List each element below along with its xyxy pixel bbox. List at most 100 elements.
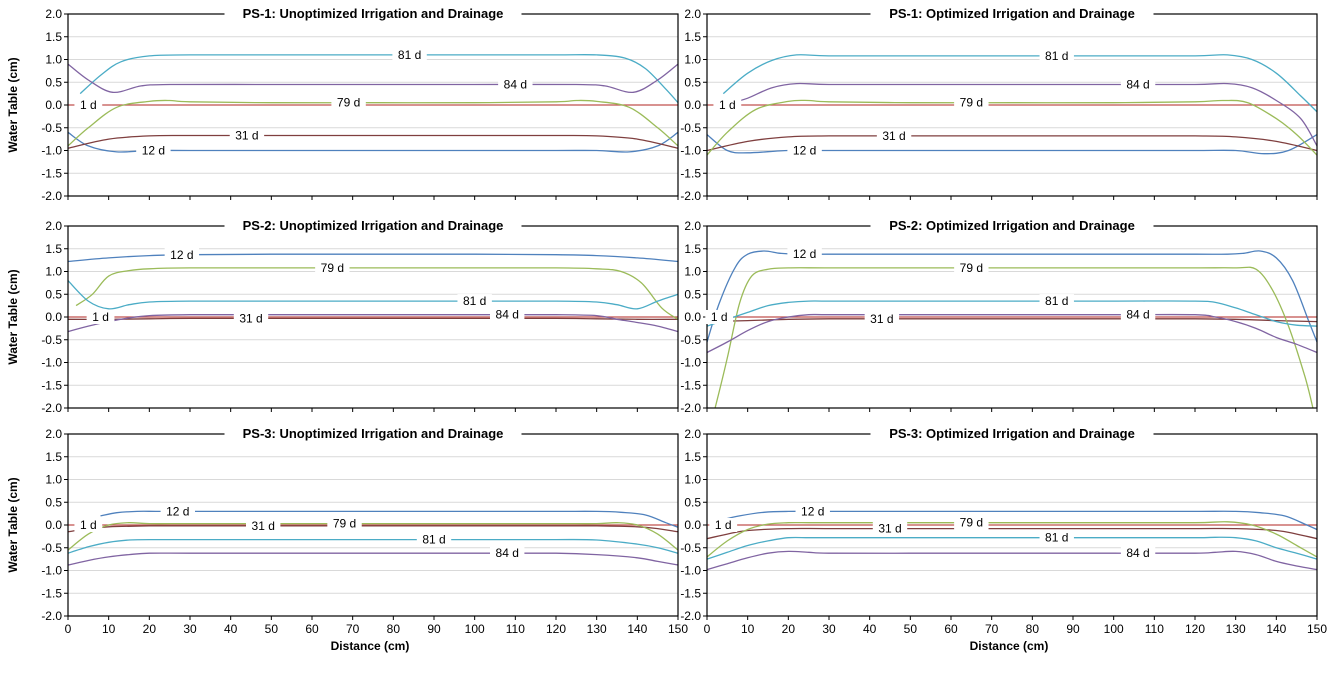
y-tick-label: -0.5 [680,121,701,135]
x-tick-label: 140 [627,622,647,636]
series-label-bg [1039,294,1074,309]
series-label-bg [713,98,742,112]
series-line-79d [67,522,679,551]
series-line-31d [67,134,679,149]
y-tick-label: 0.5 [684,287,701,301]
y-tick-label: -1.5 [41,378,62,392]
x-tick-label: 140 [1266,622,1286,636]
y-tick-label: 1.5 [45,450,62,464]
y-tick-label: 2.0 [684,427,701,441]
chart-panel-4: -2.0 -1.5 -1.0 -0.5 0.0 0.5 1.0 1.5 2.0 1 d 12 d 31… [680,217,1318,415]
y-tick-label: 1.5 [684,242,701,256]
series-line-12d [719,510,1318,531]
y-axis-label: Water Table (cm) [6,269,20,364]
series-label-79d: 79 d [337,96,360,110]
y-tick-label: 1.0 [684,53,701,67]
series-label-79d: 79 d [321,261,344,275]
y-tick-label: -1.0 [41,356,62,370]
chart-title: PS-1: Optimized Irrigation and Drainage [889,6,1135,21]
chart-title: PS-3: Optimized Irrigation and Drainage [889,426,1135,441]
series-line-81d [79,54,679,104]
series-line-31d [706,135,1318,152]
series-label-12d: 12 d [793,144,816,158]
series-label-1d: 1 d [80,98,97,112]
series-label-31d: 31 d [882,129,905,143]
x-tick-label: 110 [1145,622,1164,636]
x-axis-label: Distance (cm) [970,639,1049,653]
x-tick-label: 120 [546,622,566,636]
y-tick-label: 0.5 [45,75,62,89]
series-line-84d [727,82,1318,147]
series-label-81d: 81 d [398,48,421,62]
x-tick-label: 110 [506,622,525,636]
series-label-bg [229,128,265,143]
series-line-84d [706,550,1318,571]
y-tick-label: 0.0 [684,98,701,112]
series-label-bg [795,504,830,519]
series-line-79d [75,267,679,320]
y-tick-label: -0.5 [680,333,701,347]
x-tick-label: 80 [1026,622,1040,636]
x-tick-label: 10 [741,622,755,636]
series-label-81d: 81 d [463,294,486,308]
y-tick-label: 0.0 [45,310,62,324]
y-tick-label: 0.5 [684,495,701,509]
series-label-1d: 1 d [80,518,97,532]
chart-title: PS-1: Unoptimized Irrigation and Drainag… [243,6,504,21]
y-tick-label: 0.5 [45,287,62,301]
chart-title: PS-2: Unoptimized Irrigation and Drainag… [243,218,504,233]
y-tick-label: 1.5 [45,30,62,44]
series-label-31d: 31 d [235,128,258,142]
series-label-31d: 31 d [252,519,275,533]
y-tick-label: -0.5 [680,541,701,555]
series-label-bg [164,247,200,262]
series-label-bg [954,515,989,530]
series-label-bg [1039,530,1074,545]
series-label-84d: 84 d [1126,546,1149,560]
series-label-84d: 84 d [496,546,519,560]
series-label-bg [1120,307,1156,322]
series-label-bg [872,521,908,536]
series-label-81d: 81 d [1045,531,1068,545]
y-tick-label: 1.0 [45,473,62,487]
series-label-bg [136,143,171,158]
x-tick-label: 20 [782,622,796,636]
series-label-bg [457,294,492,309]
series-line-84d [67,552,679,566]
x-tick-label: 150 [1307,622,1327,636]
series-label-bg [954,260,989,275]
series-label-31d: 31 d [239,311,262,325]
series-line-12d [706,250,1318,343]
series-label-81d: 81 d [1045,49,1068,63]
series-label-bg [709,518,738,532]
series-label-1d: 1 d [92,310,109,324]
series-line-79d [714,266,1314,409]
series-line-31d [67,317,679,320]
series-label-84d: 84 d [496,308,519,322]
series-label-bg [246,518,281,533]
y-tick-label: -2.0 [41,609,62,623]
series-label-79d: 79 d [960,261,983,275]
series-line-81d [67,280,679,310]
series-label-31d: 31 d [878,522,901,536]
series-label-1d: 1 d [715,518,732,532]
x-tick-label: 30 [822,622,836,636]
y-tick-label: -1.5 [41,166,62,180]
series-label-bg [331,95,366,110]
chart-panel-1: -2.0 -1.5 -1.0 -0.5 0.0 0.5 1.0 1.5 2.0 1 d 12 d 31… [6,5,679,203]
x-tick-label: 40 [224,622,238,636]
y-tick-label: -1.0 [41,564,62,578]
y-tick-label: 1.0 [684,265,701,279]
x-tick-label: 130 [587,622,607,636]
chart-title-bg [224,5,522,22]
series-line-12d [100,510,679,528]
y-tick-label: -0.5 [41,541,62,555]
y-tick-label: 0.5 [684,75,701,89]
y-tick-label: -1.0 [41,144,62,158]
y-tick-label: -1.5 [680,166,701,180]
x-tick-label: 0 [65,622,72,636]
chart-title-bg [870,5,1154,22]
series-line-79d [706,99,1318,156]
x-tick-label: 90 [1066,622,1080,636]
